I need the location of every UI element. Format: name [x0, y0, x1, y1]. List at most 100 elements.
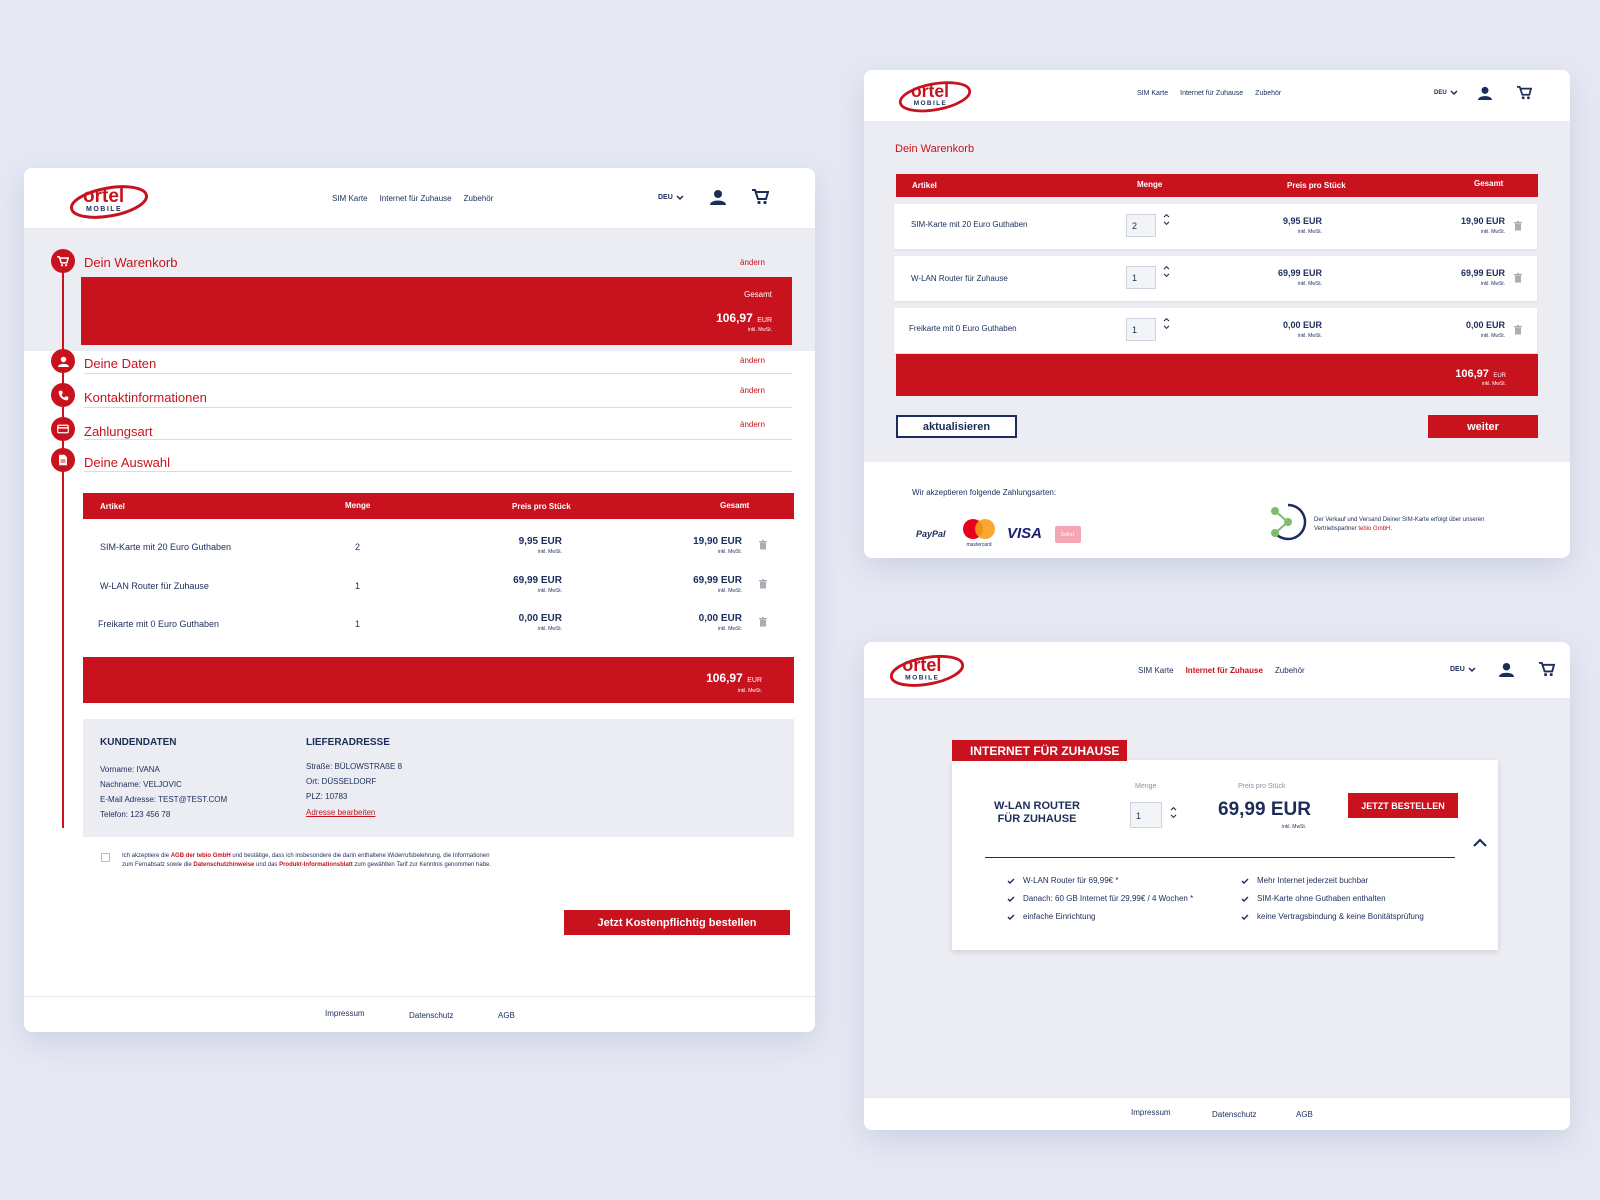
trash-icon[interactable] — [1514, 273, 1522, 283]
footer-impressum[interactable]: Impressum — [325, 1009, 365, 1018]
nav-zubehoer[interactable]: Zubehör — [463, 194, 494, 203]
chevron-down-icon[interactable] — [1170, 814, 1177, 819]
summary-total-label: Gesamt — [743, 290, 772, 299]
quantity-stepper[interactable] — [1163, 317, 1170, 333]
row-name: Freikarte mit 0 Euro Guthaben — [98, 619, 220, 629]
check-icon — [1241, 878, 1249, 884]
language-label: DEU — [1434, 90, 1447, 96]
daten-edit-link[interactable]: ändern — [740, 356, 765, 365]
nav-zubehoer[interactable]: Zubehör — [1255, 90, 1282, 97]
nav-internet[interactable]: Internet für Zuhause — [1180, 90, 1244, 97]
ortel-logo[interactable]: ortel MOBILE — [889, 648, 965, 688]
footer-agb[interactable]: AGB — [1296, 1110, 1313, 1119]
produktinfo-link[interactable]: Produkt-Informationsblatt — [279, 862, 353, 868]
product-divider — [985, 857, 1455, 858]
cart-icon[interactable] — [1517, 86, 1532, 100]
phone-icon — [58, 390, 68, 400]
next-button[interactable]: weiter — [1428, 415, 1538, 438]
mastercard-label: mastercard — [966, 542, 992, 548]
edit-address-link[interactable]: Adresse bearbeiten — [306, 808, 376, 817]
trash-icon[interactable] — [1514, 325, 1522, 335]
sofort-logo: Sofort. — [1055, 526, 1081, 543]
tebio-link[interactable]: tebio GmbH. — [1358, 526, 1393, 532]
row-qty: 2 — [355, 542, 361, 552]
language-selector[interactable]: DEU — [1450, 666, 1476, 673]
nav-sim-karte[interactable]: SIM Karte — [332, 194, 368, 203]
cart-icon[interactable] — [752, 189, 769, 205]
payment-methods-label: Wir akzeptieren folgende Zahlungsarten: — [912, 488, 1057, 497]
product-category-badge: INTERNET FÜR ZUHAUSE — [952, 740, 1127, 761]
language-selector[interactable]: DEU — [658, 194, 684, 201]
agb-link[interactable]: AGB der tebio GmbH — [170, 853, 231, 859]
daten-step-title: Deine Daten — [84, 356, 157, 371]
consent-checkbox[interactable] — [101, 853, 110, 862]
logo-text: ortel — [83, 186, 124, 207]
quantity-stepper[interactable] — [1170, 806, 1177, 822]
zahlung-edit-link[interactable]: ändern — [740, 420, 765, 429]
kontakt-edit-link[interactable]: ändern — [740, 386, 765, 395]
kontakt-step-title: Kontaktinformationen — [84, 390, 207, 405]
cart-tax-note: inkl. MwSt. — [1481, 381, 1506, 387]
order-button[interactable]: Jetzt Kostenpflichtig bestellen — [564, 910, 790, 935]
sofort-label: Sofort. — [1060, 531, 1076, 538]
row-price-tax: inkl. MwSt. — [1297, 229, 1322, 235]
quantity-stepper[interactable] — [1163, 213, 1170, 229]
nav-internet-active[interactable]: Internet für Zuhause — [1185, 666, 1263, 675]
check-icon — [1007, 896, 1015, 902]
cart-row: SIM-Karte mit 20 Euro Guthaben 2 9,95 EU… — [894, 204, 1537, 249]
table-row: SIM-Karte mit 20 Euro Guthaben 2 9,95 EU… — [83, 528, 794, 564]
product-price: 69,99 EUR — [1218, 799, 1311, 820]
row-total-tax: inkl. MwSt. — [717, 549, 742, 555]
chevron-up-icon[interactable] — [1163, 317, 1170, 322]
divider — [84, 439, 792, 440]
check-icon — [1007, 878, 1015, 884]
footer-datenschutz[interactable]: Datenschutz — [1212, 1110, 1257, 1119]
trash-icon[interactable] — [759, 540, 767, 550]
ortel-logo[interactable]: ortel MOBILE — [898, 74, 972, 114]
chevron-up-icon[interactable] — [1472, 838, 1488, 848]
chevron-down-icon[interactable] — [1163, 325, 1170, 330]
user-icon[interactable] — [1499, 662, 1514, 677]
chevron-down-icon[interactable] — [1163, 221, 1170, 226]
nav-sim-karte[interactable]: SIM Karte — [1138, 666, 1174, 675]
chevron-up-icon[interactable] — [1163, 265, 1170, 270]
chevron-up-icon[interactable] — [1163, 213, 1170, 218]
user-icon[interactable] — [710, 189, 726, 205]
row-price-tax: inkl. MwSt. — [1297, 281, 1322, 287]
cart-icon[interactable] — [1539, 662, 1555, 677]
chevron-up-icon[interactable] — [1170, 806, 1177, 811]
checkout-header: ortel MOBILE SIM Karte Internet für Zuha… — [24, 168, 815, 229]
quantity-stepper[interactable] — [1163, 265, 1170, 281]
daten-step-icon — [51, 349, 75, 373]
language-selector[interactable]: DEU — [1434, 90, 1458, 96]
nav-zubehoer[interactable]: Zubehör — [1274, 666, 1305, 675]
ortel-logo[interactable]: ortel MOBILE — [69, 178, 149, 220]
logo-text: ortel — [911, 81, 949, 101]
datenschutz-link[interactable]: Datenschutzhinweise — [193, 862, 255, 868]
footer-datenschutz[interactable]: Datenschutz — [409, 1011, 454, 1020]
trash-icon[interactable] — [759, 579, 767, 589]
footer-agb[interactable]: AGB — [498, 1011, 515, 1020]
row-name: Freikarte mit 0 Euro Guthaben — [909, 324, 1017, 333]
nav-internet[interactable]: Internet für Zuhause — [379, 194, 452, 203]
quantity-input[interactable]: 1 — [1126, 266, 1156, 289]
trash-icon[interactable] — [759, 617, 767, 627]
customer-vorname: Vorname: IVANA — [100, 765, 160, 774]
delivery-strasse: Straße: BÜLOWSTRAßE 8 — [306, 762, 403, 771]
warenkorb-edit-link[interactable]: ändern — [740, 258, 765, 267]
quantity-input[interactable]: 2 — [1126, 214, 1156, 237]
footer-impressum[interactable]: Impressum — [1131, 1108, 1171, 1117]
row-total: 69,99 EUR — [1460, 268, 1505, 278]
update-button[interactable]: aktualisieren — [896, 415, 1017, 438]
nav-sim-karte[interactable]: SIM Karte — [1137, 90, 1169, 97]
trash-icon[interactable] — [1514, 221, 1522, 231]
quantity-input[interactable]: 1 — [1130, 802, 1162, 828]
progress-timeline — [62, 268, 64, 828]
price-label: Preis pro Stück — [1238, 783, 1286, 790]
jetzt-bestellen-button[interactable]: JETZT BESTELLEN — [1348, 793, 1458, 818]
user-icon[interactable] — [1478, 86, 1492, 100]
product-window: ortel MOBILE SIM Karte Internet für Zuha… — [864, 642, 1570, 1130]
chevron-down-icon[interactable] — [1163, 273, 1170, 278]
col-preis: Preis pro Stück — [512, 502, 571, 511]
quantity-input[interactable]: 1 — [1126, 318, 1156, 341]
